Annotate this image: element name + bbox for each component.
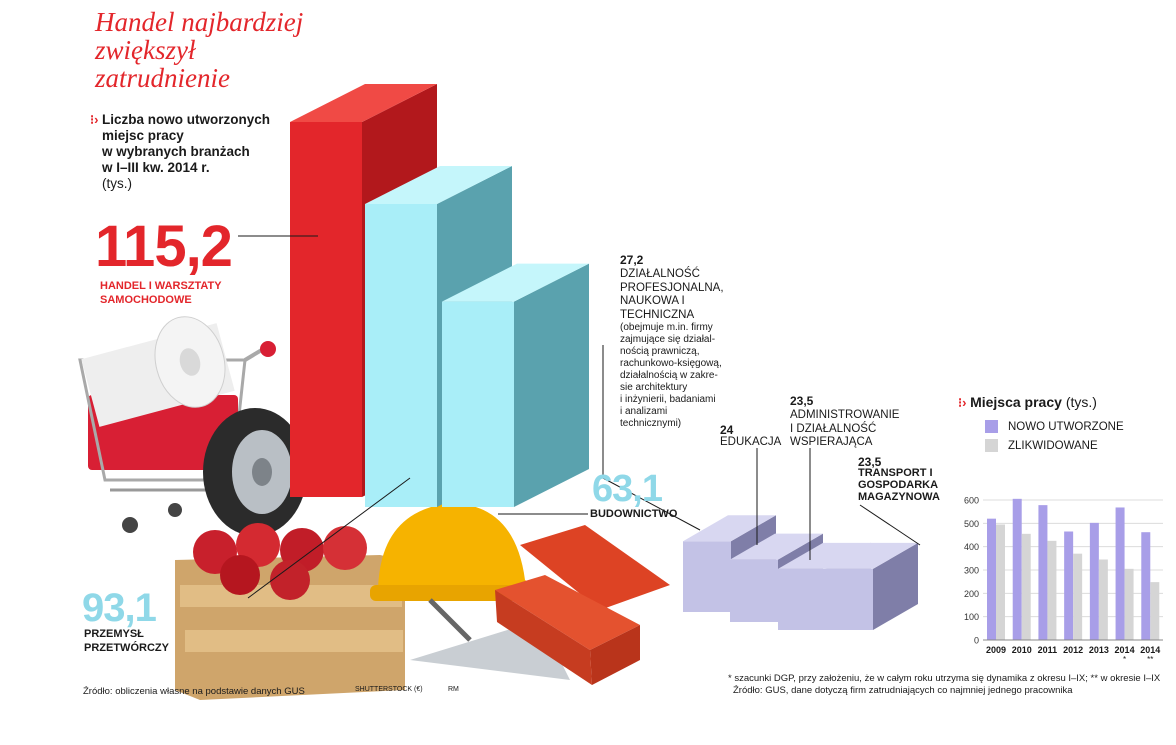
annotation-line: sie architektury bbox=[620, 382, 688, 393]
small-bar-chart: 0 100 200 300 400 500 600 2009 2010 2011 2012 2013 2… bbox=[964, 496, 1163, 664]
annotation-line: nością prawniczą, bbox=[620, 346, 700, 357]
bar-nowo-utworzone bbox=[987, 518, 996, 640]
x-tick-label: 2014 bbox=[1115, 645, 1135, 655]
bar-nowo-utworzone bbox=[1089, 522, 1099, 640]
bar-zlikwidowane bbox=[1098, 559, 1108, 640]
bar-nowo-utworzone bbox=[1115, 507, 1125, 640]
category-label-przemysl: PRZEMYSŁ PRZETWÓRCZY bbox=[84, 628, 169, 654]
chart-subtitle: ⁝› Liczba nowo utworzonych miejsc pracy … bbox=[90, 112, 302, 192]
leader-line bbox=[859, 504, 921, 546]
value-label-prof: 27,2 bbox=[620, 253, 644, 267]
subtitle-line: miejsc pracy bbox=[102, 128, 184, 143]
subtitle-line: Liczba nowo utworzonych bbox=[102, 112, 270, 127]
y-tick-label: 100 bbox=[964, 612, 979, 622]
value-label-przemysl: 93,1 bbox=[82, 586, 157, 630]
subtitle-unit: (tys.) bbox=[102, 176, 132, 191]
x-tick-label: 2010 bbox=[1012, 645, 1032, 655]
bar-nowo-utworzone bbox=[1012, 498, 1022, 640]
value-label-administrowanie: 23,5 bbox=[790, 394, 814, 408]
bar-nowo-utworzone bbox=[1064, 531, 1074, 640]
author-credit: RM bbox=[448, 686, 459, 693]
annotation-line: i analizami bbox=[620, 406, 668, 417]
receipt-roll-icon bbox=[81, 316, 235, 427]
small-chart-title: ⁝› Miejsca pracy (tys.) bbox=[958, 394, 1097, 411]
bar-zlikwidowane bbox=[1021, 533, 1031, 640]
category-label-administrowanie: ADMINISTROWANIE I DZIAŁALNOŚĆ WSPIERAJĄC… bbox=[790, 409, 900, 448]
small-chart-title-unit: (tys.) bbox=[1065, 394, 1097, 410]
bar-zlikwidowane bbox=[1124, 568, 1134, 640]
apple-crate-icon bbox=[175, 523, 405, 700]
annotation-line: działalnością w zakre- bbox=[620, 370, 718, 381]
annotation-line: technicznymi) bbox=[620, 418, 682, 429]
bar-nowo-utworzone bbox=[1141, 532, 1151, 640]
y-tick-label: 300 bbox=[964, 566, 979, 576]
bar-7 bbox=[825, 542, 918, 630]
annotation-line: (obejmuje m.in. firmy bbox=[620, 322, 713, 333]
bar-zlikwidowane bbox=[1150, 582, 1160, 640]
value-label-budownictwo: 63,1 bbox=[592, 468, 663, 510]
y-tick-label: 400 bbox=[964, 542, 979, 552]
annotation-line: rachunkowo-księgową, bbox=[620, 358, 722, 369]
bar-3 bbox=[442, 263, 589, 507]
annotation-line: zajmujące się działal- bbox=[620, 334, 716, 345]
y-tick-label: 200 bbox=[964, 589, 979, 599]
photo-credit: SHUTTERSTOCK (€) bbox=[355, 686, 423, 693]
x-tick-label-note: * bbox=[1123, 655, 1126, 664]
leader-line bbox=[602, 477, 701, 531]
annotation-prof: (obejmuje m.in. firmy zajmujące się dzia… bbox=[620, 322, 750, 430]
legend-swatch-icon bbox=[985, 420, 998, 433]
y-tick-label: 0 bbox=[974, 636, 979, 646]
tire-icon bbox=[203, 408, 307, 536]
subtitle-line: w I–III kw. 2014 r. bbox=[102, 160, 210, 175]
legend-item: ZLIKWIDOWANE bbox=[985, 439, 1124, 452]
category-label-transport: TRANSPORT I GOSPODARKA MAGAZYNOWA bbox=[858, 467, 940, 503]
footnote-2: Źródło: GUS, dane dotyczą firm zatrudnia… bbox=[733, 685, 1073, 696]
subtitle-line: w wybranych branżach bbox=[102, 144, 250, 159]
bar-zlikwidowane bbox=[996, 524, 1005, 640]
x-tick-label: 2012 bbox=[1063, 645, 1083, 655]
small-chart-title-text: Miejsca pracy bbox=[970, 394, 1062, 410]
category-label-budownictwo: BUDOWNICTWO bbox=[590, 508, 678, 520]
source-left: Źródło: obliczenia własne na podstawie d… bbox=[83, 686, 305, 697]
bricks-icon bbox=[495, 525, 670, 685]
value-label-handel: 115,2 bbox=[95, 214, 233, 279]
category-label-prof: DZIAŁALNOŚĆ PROFESJONALNA, NAUKOWA I TEC… bbox=[620, 268, 724, 321]
legend-swatch-icon bbox=[985, 439, 998, 452]
footnote-1: * szacunki DGP, przy założeniu, że w cał… bbox=[728, 673, 1161, 684]
chart-title: Handel najbardziej zwiększył zatrudnieni… bbox=[95, 7, 304, 93]
x-tick-label: 2009 bbox=[986, 645, 1006, 655]
category-label-handel: HANDEL I WARSZTATY SAMOCHODOWE bbox=[100, 280, 222, 306]
legend-item: NOWO UTWORZONE bbox=[985, 420, 1124, 433]
x-tick-label: 2014 bbox=[1140, 645, 1160, 655]
bar-nowo-utworzone bbox=[1038, 505, 1048, 640]
bar-zlikwidowane bbox=[1073, 553, 1083, 640]
leader-line bbox=[247, 477, 411, 599]
legend-label: ZLIKWIDOWANE bbox=[1008, 439, 1098, 452]
y-tick-label: 600 bbox=[964, 496, 979, 506]
value-label-edukacja: 24 bbox=[720, 423, 734, 437]
legend: NOWO UTWORZONE ZLIKWIDOWANE bbox=[985, 420, 1124, 452]
bar-zlikwidowane bbox=[1047, 540, 1057, 640]
x-tick-label-note: ** bbox=[1147, 655, 1153, 664]
y-tick-label: 500 bbox=[964, 519, 979, 529]
bullet-marker-icon: ⁝› bbox=[958, 395, 971, 410]
x-tick-label: 2013 bbox=[1089, 645, 1109, 655]
value-label-transport: 23,5 bbox=[858, 455, 882, 469]
category-label-edukacja: EDUKACJA bbox=[720, 436, 782, 448]
annotation-line: i inżynierii, badaniami bbox=[620, 394, 716, 405]
x-tick-label: 2011 bbox=[1038, 645, 1058, 655]
bullet-marker-icon: ⁝› bbox=[90, 112, 99, 127]
legend-label: NOWO UTWORZONE bbox=[1008, 420, 1124, 433]
